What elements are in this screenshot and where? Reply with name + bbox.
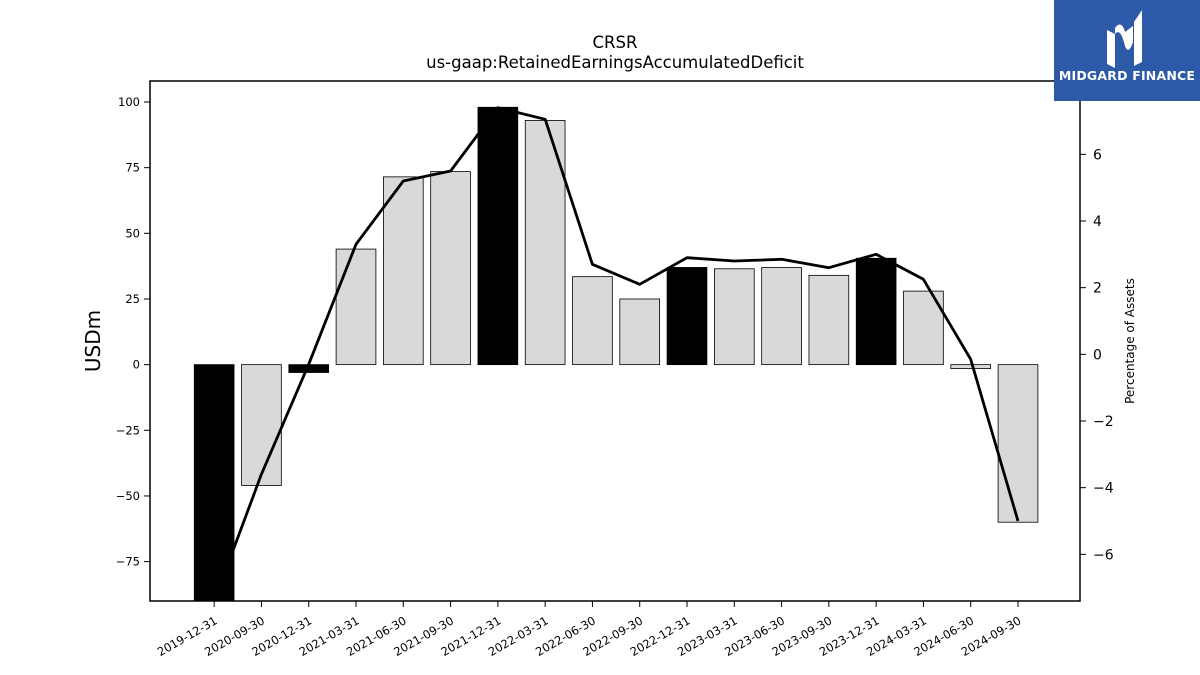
y-tick-label: 0 — [133, 358, 140, 372]
bars-layer — [193, 106, 1039, 602]
bar-2023-06-30 — [761, 267, 802, 366]
bar-2023-12-31 — [855, 257, 897, 366]
bar-2022-06-30 — [572, 276, 613, 366]
y-tick-label: 50 — [125, 226, 140, 240]
plot-frame — [149, 80, 1081, 602]
bar-2024-09-30 — [997, 364, 1039, 523]
line-layer — [212, 106, 1020, 602]
midgard-finance-logo: MIDGARD FINANCE — [1054, 0, 1200, 101]
bar-2020-09-30 — [241, 364, 282, 486]
bar-2021-06-30 — [383, 176, 424, 366]
midgard-logo-icon — [1107, 10, 1142, 68]
y-tick-label: 25 — [125, 292, 140, 306]
y2-tick-label: 6 — [1093, 147, 1102, 163]
y-tick-label: −25 — [116, 423, 140, 437]
bar-2021-12-31 — [477, 106, 519, 366]
bar-2022-03-31 — [524, 119, 566, 366]
y2-tick-label: 4 — [1093, 214, 1102, 230]
bar-2022-09-30 — [619, 298, 661, 366]
y2-tick-label: −4 — [1093, 481, 1114, 497]
y2-tick-label: 0 — [1093, 347, 1102, 363]
y2-axis-label: Percentage of Assets — [1123, 278, 1137, 404]
bar-2023-03-31 — [713, 268, 755, 366]
bar-2022-12-31 — [666, 267, 708, 366]
y-tick-label: −75 — [116, 555, 140, 569]
logo-text: MIDGARD FINANCE — [1058, 68, 1196, 83]
bar-2023-09-30 — [808, 274, 850, 366]
y-tick-label: 100 — [118, 95, 140, 109]
y-tick-label: −50 — [116, 489, 140, 503]
y-axis-label: USDm — [81, 310, 105, 372]
y2-tick-label: −6 — [1093, 547, 1114, 563]
percentage-of-assets-line — [212, 106, 1020, 602]
y2-tick-label: −2 — [1093, 414, 1114, 430]
chart-title: CRSR — [593, 33, 638, 52]
bar-2024-06-30 — [950, 364, 992, 369]
y-tick-label: 75 — [125, 161, 140, 175]
bar-2021-03-31 — [335, 248, 377, 366]
chart-subtitle: us-gaap:RetainedEarningsAccumulatedDefic… — [426, 53, 804, 72]
y2-tick-label: 2 — [1093, 281, 1102, 297]
bar-2021-09-30 — [430, 171, 471, 366]
